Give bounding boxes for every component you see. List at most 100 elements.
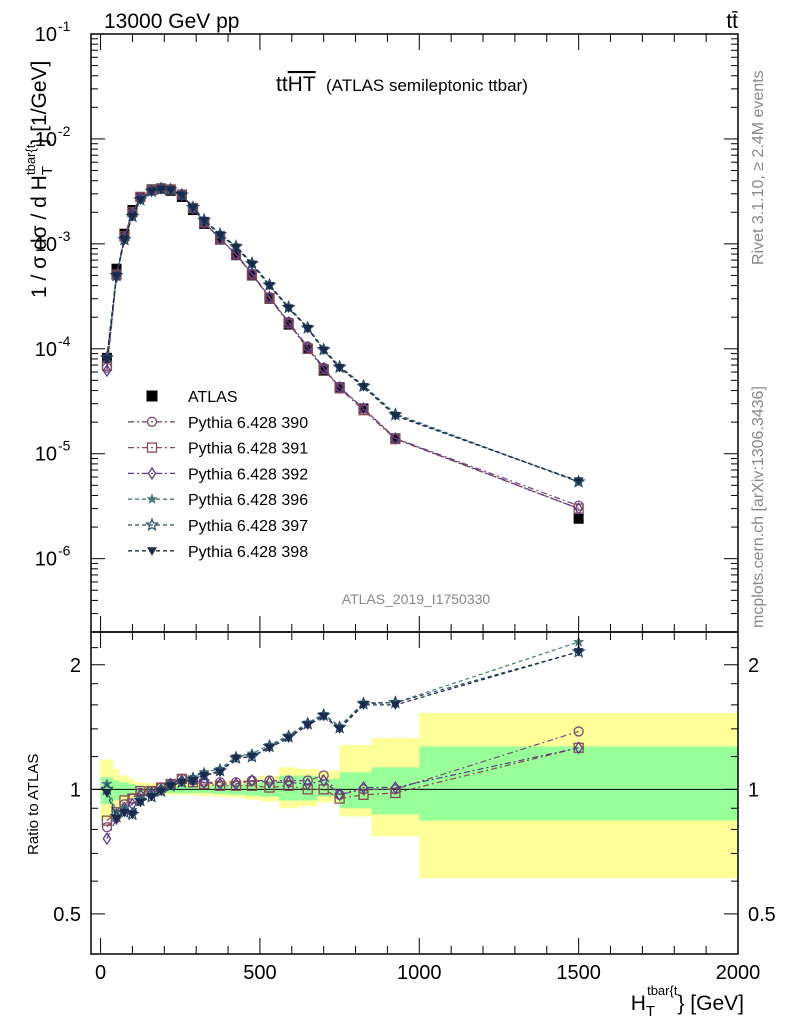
ratio-data-point: [318, 712, 329, 722]
legend-item-1: Pythia 6.428 390: [128, 415, 308, 432]
main-y-tick-label: 10: [35, 339, 57, 361]
green-band-bin: [419, 746, 738, 821]
ratio-uncertainty-bands: [100, 712, 738, 879]
x-tick-label: 500: [243, 962, 276, 984]
legend-marker: [144, 517, 160, 531]
main-data-point: [318, 365, 329, 376]
main-data-point: [102, 364, 112, 378]
main-y-tick-exponent: -2: [58, 123, 71, 139]
main-y-tick-exponent: -3: [58, 228, 71, 244]
ratio-data-point: [302, 784, 313, 795]
main-data-point: [146, 187, 157, 197]
ratio-data-point: [127, 810, 138, 820]
ratio-data-point: [283, 780, 294, 791]
main-data-point: [303, 340, 313, 355]
ratio-data-point: [390, 787, 401, 799]
ratio-y-axis: 0.5 0.5 1 1 2 2: [53, 631, 776, 955]
legend: ATLAS Pythia 6.428 390 Pythia 6.428 391 Pyt…: [128, 389, 308, 561]
main-series-group: [99, 181, 586, 524]
ratio-data-point: [334, 725, 345, 734]
ratio-data-point: [111, 814, 122, 824]
ratio-data-point: [302, 721, 313, 731]
ratio-data-point: [319, 773, 329, 788]
legend-label: Pythia 6.428 392: [188, 466, 308, 483]
ratio-y-tick-label-left: 2: [70, 655, 81, 677]
ratio-data-point: [283, 734, 294, 744]
ratio-data-point: [101, 789, 112, 798]
rivet-label: Rivet 3.1.10, ≥ 2.4M events: [750, 70, 767, 265]
x-tick-label: 2000: [716, 962, 761, 984]
main-y-tick-exponent: -1: [58, 18, 71, 34]
x-axis-label: HTtbar{t} [GeV]: [631, 983, 744, 1020]
main-y-axis: 10-610-510-410-310-210-1: [35, 18, 738, 633]
main-series-line: [106, 187, 579, 510]
ratio-data-point: [264, 744, 275, 753]
ratio-data-point: [303, 777, 313, 791]
legend-marker: [146, 416, 158, 427]
main-data-point: [119, 235, 130, 245]
green-band-bin: [371, 767, 420, 815]
main-y-tick-label: 10: [35, 129, 57, 151]
ratio-y-tick-label-right: 0.5: [748, 904, 776, 926]
main-data-point: [358, 383, 369, 392]
main-data-point: [390, 412, 401, 421]
ratio-data-point: [199, 771, 210, 781]
ratio-y-axis-label: Ratio to ATLAS: [25, 754, 42, 855]
ratio-data-point: [187, 771, 199, 782]
main-data-point: [231, 243, 241, 253]
main-data-point: [334, 364, 345, 373]
legend-label: Pythia 6.428 396: [188, 492, 308, 509]
x-tick-label: 1500: [556, 962, 601, 984]
ratio-y-tick-label-left: 0.5: [53, 904, 81, 926]
main-data-point: [284, 315, 293, 330]
main-y-tick-label: 10: [35, 234, 57, 256]
ratio-data-point: [246, 780, 258, 791]
ratio-data-point: [265, 775, 274, 789]
main-data-point: [574, 502, 584, 516]
main-data-point: [264, 282, 275, 291]
main-data-point: [188, 204, 198, 213]
main-series-1: [101, 182, 584, 511]
legend-marker: [146, 442, 158, 453]
ratio-data-point: [188, 776, 198, 786]
main-plot-frame: [90, 33, 739, 633]
main-series-2: [101, 183, 584, 514]
main-data-point: [101, 355, 112, 364]
main-data-point: [335, 380, 344, 394]
ratio-series-group: [99, 636, 586, 846]
ratio-series-line: [106, 651, 579, 818]
main-title-overline: HT: [288, 73, 316, 96]
main-series-6: [101, 185, 584, 486]
legend-marker: [147, 466, 157, 480]
ratio-data-point: [176, 778, 187, 788]
main-y-tick-label: 10: [35, 24, 57, 46]
ratio-series-line: [106, 747, 579, 839]
ratio-data-point: [390, 701, 401, 710]
main-y-tick-label: 10: [35, 549, 57, 571]
main-data-point: [283, 319, 294, 330]
ratio-data-point: [102, 832, 112, 846]
legend-marker: [147, 547, 157, 556]
ratio-data-point: [119, 808, 130, 818]
ratio-data-point: [335, 788, 344, 802]
ratio-data-point: [358, 701, 369, 710]
main-series-line: [106, 187, 579, 510]
main-data-point: [302, 324, 313, 334]
green-band-bin: [113, 780, 120, 801]
main-data-point: [359, 401, 368, 416]
main-y-axis-label: 1 / σ dσ / d HTtbar{t} [1/GeV]: [23, 61, 56, 298]
ratio-data-point: [135, 798, 146, 808]
main-series-line: [106, 188, 579, 482]
main-data-point: [135, 196, 146, 205]
ratio-data-point: [101, 815, 113, 826]
main-data-point: [247, 260, 257, 270]
main-data-point: [165, 186, 176, 195]
ratio-data-point: [573, 648, 584, 657]
ratio-data-point: [215, 768, 226, 778]
main-y-tick-exponent: -6: [58, 543, 71, 559]
legend-label: Pythia 6.428 390: [188, 415, 308, 432]
ratio-series-5: [101, 648, 584, 824]
ratio-data-point: [231, 777, 241, 791]
ratio-data-point: [146, 793, 157, 802]
legend-marker: [146, 493, 158, 504]
